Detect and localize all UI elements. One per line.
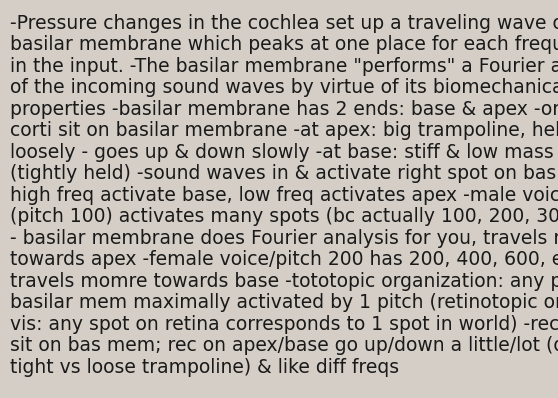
- Text: of the incoming sound waves by virtue of its biomechanical: of the incoming sound waves by virtue of…: [10, 78, 558, 98]
- Text: in the input. -The basilar membrane "performs" a Fourier analysis: in the input. -The basilar membrane "per…: [10, 57, 558, 76]
- Text: travels momre towards base -tototopic organization: any place in: travels momre towards base -tototopic or…: [10, 272, 558, 291]
- Text: vis: any spot on retina corresponds to 1 spot in world) -receptors: vis: any spot on retina corresponds to 1…: [10, 315, 558, 334]
- Text: high freq activate base, low freq activates apex -male voice: high freq activate base, low freq activa…: [10, 186, 558, 205]
- Text: corti sit on basilar membrane -at apex: big trampoline, held: corti sit on basilar membrane -at apex: …: [10, 121, 558, 140]
- Text: tight vs loose trampoline) & like diff freqs: tight vs loose trampoline) & like diff f…: [10, 358, 399, 377]
- Text: -Pressure changes in the cochlea set up a traveling wave on the: -Pressure changes in the cochlea set up …: [10, 14, 558, 33]
- Text: (tightly held) -sound waves in & activate right spot on bas mem -: (tightly held) -sound waves in & activat…: [10, 164, 558, 183]
- Text: towards apex -female voice/pitch 200 has 200, 400, 600, etc -: towards apex -female voice/pitch 200 has…: [10, 250, 558, 269]
- Text: sit on bas mem; rec on apex/base go up/down a little/lot (dep bc: sit on bas mem; rec on apex/base go up/d…: [10, 336, 558, 355]
- Text: loosely - goes up & down slowly -at base: stiff & low mass: loosely - goes up & down slowly -at base…: [10, 143, 554, 162]
- Text: basilar membrane which peaks at one place for each frequency: basilar membrane which peaks at one plac…: [10, 35, 558, 55]
- Text: basilar mem maximally activated by 1 pitch (retinotopic org in: basilar mem maximally activated by 1 pit…: [10, 293, 558, 312]
- Text: - basilar membrane does Fourier analysis for you, travels more: - basilar membrane does Fourier analysis…: [10, 229, 558, 248]
- Text: properties -basilar membrane has 2 ends: base & apex -organ of: properties -basilar membrane has 2 ends:…: [10, 100, 558, 119]
- Text: (pitch 100) activates many spots (bc actually 100, 200, 300, etc): (pitch 100) activates many spots (bc act…: [10, 207, 558, 226]
